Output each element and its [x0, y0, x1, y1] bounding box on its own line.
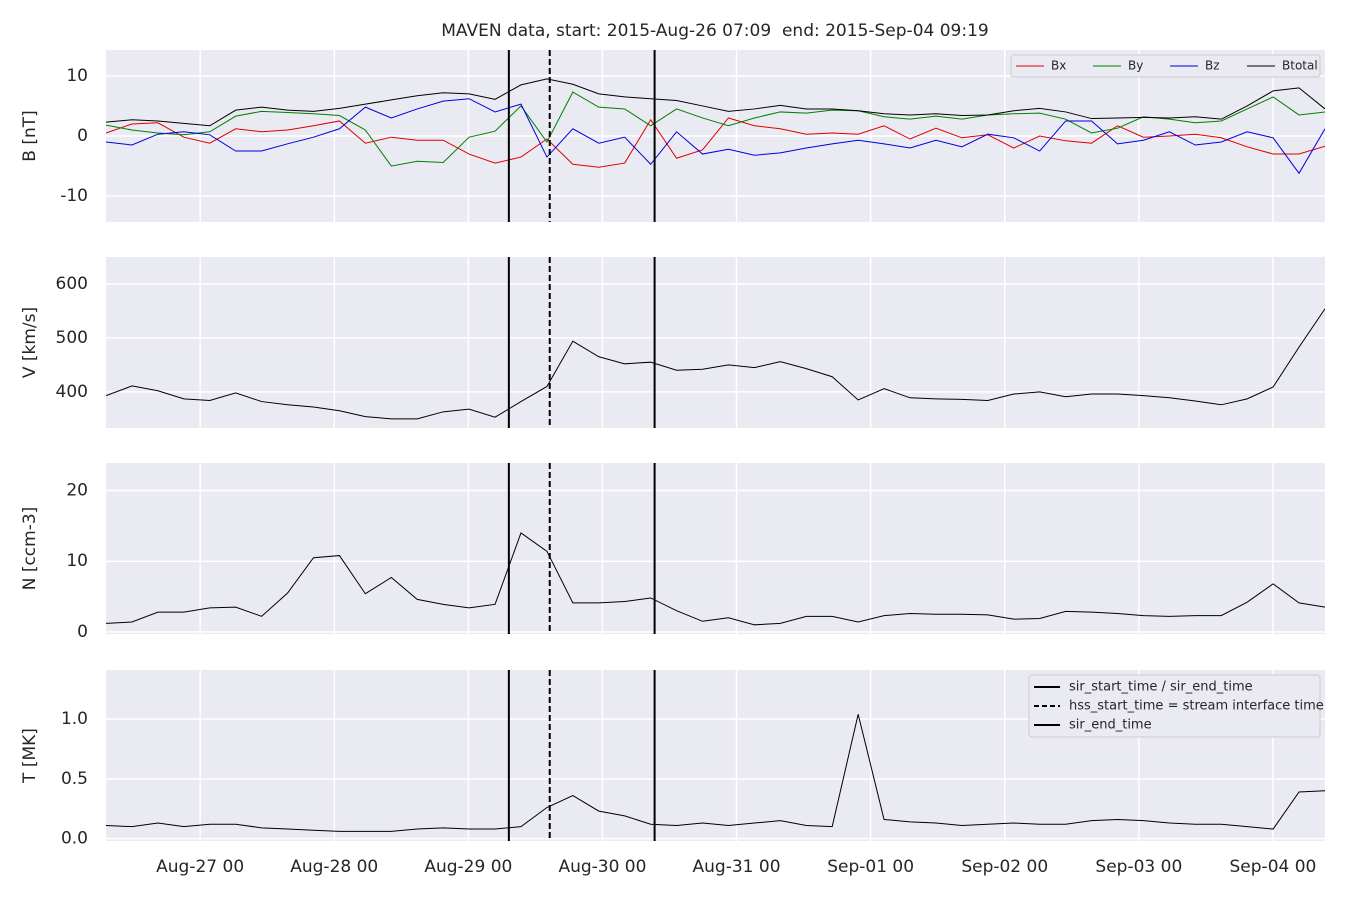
- series-line: [106, 532, 1325, 626]
- x-tick-label: Aug-27 00: [156, 857, 244, 877]
- y-tick-label: 400: [56, 382, 88, 402]
- plot-background: [106, 463, 1325, 634]
- series-line: [106, 308, 1325, 420]
- legend-label: By: [1128, 59, 1143, 73]
- y-axis-label: B [nT]: [20, 110, 40, 162]
- y-tick-label: 10: [66, 551, 88, 571]
- y-tick-label: 0.5: [61, 769, 88, 789]
- x-tick-label: Sep-02 00: [961, 857, 1048, 877]
- series-group: [106, 78, 1325, 175]
- legend-label: sir_start_time / sir_end_time: [1069, 680, 1253, 695]
- x-tick-label: Aug-30 00: [558, 857, 646, 877]
- legend-label: sir_end_time: [1069, 718, 1152, 733]
- y-tick-label: -10: [60, 186, 88, 206]
- x-tick-label: Sep-03 00: [1095, 857, 1182, 877]
- x-tick-label: Aug-28 00: [290, 857, 378, 877]
- legend-box: [1010, 54, 1321, 78]
- series-group: [106, 714, 1325, 832]
- legend-box: [1028, 674, 1321, 738]
- series-line: [106, 98, 1325, 175]
- legend-label: Bz: [1205, 59, 1220, 73]
- y-tick-label: 0: [77, 126, 88, 146]
- y-tick-label: 500: [56, 328, 88, 348]
- series-line: [106, 714, 1325, 832]
- series-line: [106, 117, 1325, 168]
- legend-label: Bx: [1051, 59, 1066, 73]
- legend: Bx By Bz Btotal: [1010, 54, 1321, 78]
- y-tick-label: 0: [77, 622, 88, 642]
- legend-label: hss_start_time = stream interface time: [1069, 699, 1324, 714]
- y-tick-label: 20: [66, 481, 88, 501]
- series-group: [106, 532, 1325, 626]
- series-line: [106, 78, 1325, 127]
- y-tick-label: 10: [66, 66, 88, 86]
- series-group: [106, 308, 1325, 420]
- x-tick-label: Sep-04 00: [1230, 857, 1317, 877]
- x-tick-label: Aug-29 00: [424, 857, 512, 877]
- y-tick-label: 600: [56, 274, 88, 294]
- y-tick-label: 1.0: [61, 709, 88, 729]
- y-axis-label: N [ccm-3]: [20, 507, 40, 591]
- event-legend: sir_start_time / sir_end_time hss_start_t…: [1028, 674, 1324, 738]
- figure-title: MAVEN data, start: 2015-Aug-26 07:09 end…: [441, 21, 988, 41]
- y-axis-label: T [MK]: [20, 728, 40, 784]
- y-axis-label: V [km/s]: [20, 307, 40, 378]
- x-tick-label: Sep-01 00: [827, 857, 914, 877]
- series-line: [106, 91, 1325, 167]
- x-tick-label: Aug-31 00: [693, 857, 781, 877]
- y-tick-label: 0.0: [61, 829, 88, 849]
- legend-label: Btotal: [1282, 59, 1318, 73]
- plot-background: [106, 257, 1325, 428]
